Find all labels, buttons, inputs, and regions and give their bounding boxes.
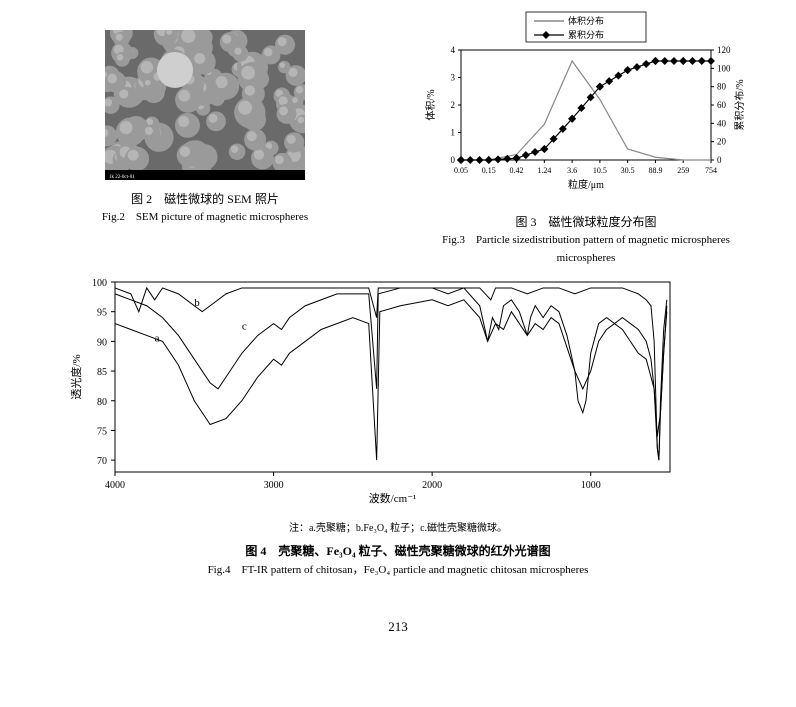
svg-text:60: 60 — [717, 100, 727, 110]
sem-svg: 1k 22-0ct-01 — [105, 30, 305, 180]
svg-text:80: 80 — [717, 82, 727, 92]
svg-text:体积/%: 体积/% — [425, 89, 437, 120]
svg-text:259: 259 — [677, 166, 689, 175]
svg-text:4: 4 — [451, 45, 456, 55]
fig4-trace-labels: a b c — [155, 297, 247, 345]
svg-text:3000: 3000 — [264, 480, 284, 491]
page-number: 213 — [0, 619, 796, 635]
fig3-en-caption: Fig.3 Particle sizedistribution pattern … — [416, 232, 756, 267]
svg-text:波数/cm⁻¹: 波数/cm⁻¹ — [369, 492, 417, 505]
fig3-caption: 图 3 磁性微球粒度分布图 Fig.3 Particle sizedistrib… — [416, 213, 756, 267]
fig3-chart: 体积分布累积分布 012340204060801001200.050.150.4… — [416, 10, 756, 200]
svg-text:4000: 4000 — [105, 480, 125, 491]
svg-text:754: 754 — [705, 166, 717, 175]
svg-text:40: 40 — [717, 118, 727, 128]
svg-text:c: c — [242, 321, 247, 333]
fig2-caption: 图 2 磁性微球的 SEM 照片 Fig.2 SEM picture of ma… — [60, 190, 350, 227]
svg-text:累积分布: 累积分布 — [568, 29, 604, 40]
svg-text:2: 2 — [451, 100, 456, 110]
svg-text:100: 100 — [92, 278, 107, 289]
svg-text:1000: 1000 — [581, 480, 601, 491]
svg-text:体积分布: 体积分布 — [568, 15, 604, 26]
fig4-chart: 4000 3000 2000 1000 70 75 80 85 90 95 100 波数/cm⁻¹ 透光… — [60, 272, 700, 512]
svg-text:1.24: 1.24 — [537, 166, 551, 175]
svg-text:3.6: 3.6 — [567, 166, 577, 175]
svg-text:0: 0 — [451, 155, 456, 165]
fig4-en-caption: Fig.4 FT-IR pattern of chitosan，Fe₃O₄ pa… — [60, 562, 736, 580]
fig2-cn-caption: 图 2 磁性微球的 SEM 照片 — [60, 190, 350, 209]
svg-text:3: 3 — [451, 73, 456, 83]
svg-text:90: 90 — [97, 338, 107, 349]
svg-text:0.42: 0.42 — [510, 166, 524, 175]
svg-text:95: 95 — [97, 308, 107, 319]
svg-text:120: 120 — [717, 45, 731, 55]
svg-text:b: b — [194, 297, 200, 309]
svg-text:70: 70 — [97, 457, 107, 468]
svg-text:88.9: 88.9 — [648, 166, 662, 175]
sem-photo: 1k 22-0ct-01 — [105, 30, 305, 180]
fig4-block: 4000 3000 2000 1000 70 75 80 85 90 95 100 波数/cm⁻¹ 透光… — [0, 267, 796, 579]
fig3-series — [457, 57, 715, 164]
fig3-axes: 012340204060801001200.050.150.421.243.61… — [425, 45, 746, 191]
fig2-block: 1k 22-0ct-01 图 2 磁性微球的 SEM 照片 Fig.2 SEM … — [60, 10, 350, 267]
fig4-note: 注：a.壳聚糖；b.Fe₃O₄ 粒子；c.磁性壳聚糖微球。 — [60, 519, 736, 534]
fig4-caption: 图 4 壳聚糖、Fe₃O₄ 粒子、磁性壳聚糖微球的红外光谱图 Fig.4 FT-… — [60, 542, 736, 579]
svg-text:2000: 2000 — [422, 480, 442, 491]
svg-text:30.5: 30.5 — [621, 166, 635, 175]
fig2-en-caption: Fig.2 SEM picture of magnetic microspher… — [60, 209, 350, 227]
sem-footer-text: 1k 22-0ct-01 — [109, 175, 135, 180]
svg-text:80: 80 — [97, 397, 107, 408]
svg-text:粒度/μm: 粒度/μm — [568, 178, 604, 191]
svg-text:0.05: 0.05 — [454, 166, 468, 175]
svg-text:透光度/%: 透光度/% — [69, 355, 83, 400]
svg-text:0: 0 — [717, 155, 722, 165]
svg-text:20: 20 — [717, 137, 727, 147]
svg-text:10.5: 10.5 — [593, 166, 607, 175]
fig4-cn-caption: 图 4 壳聚糖、Fe₃O₄ 粒子、磁性壳聚糖微球的红外光谱图 — [60, 542, 736, 561]
svg-text:0.15: 0.15 — [482, 166, 496, 175]
svg-text:累积分布/%: 累积分布/% — [734, 79, 746, 130]
fig3-block: 体积分布累积分布 012340204060801001200.050.150.4… — [416, 10, 756, 267]
svg-text:75: 75 — [97, 427, 107, 438]
svg-text:1: 1 — [451, 128, 456, 138]
fig3-cn-caption: 图 3 磁性微球粒度分布图 — [416, 213, 756, 232]
svg-text:100: 100 — [717, 63, 731, 73]
fig3-legend: 体积分布累积分布 — [526, 12, 646, 42]
fig4-axes: 4000 3000 2000 1000 70 75 80 85 90 95 100 波数/cm⁻¹ 透光… — [69, 278, 670, 505]
fig4-series — [115, 288, 667, 460]
svg-text:85: 85 — [97, 367, 107, 378]
svg-text:a: a — [155, 333, 160, 345]
